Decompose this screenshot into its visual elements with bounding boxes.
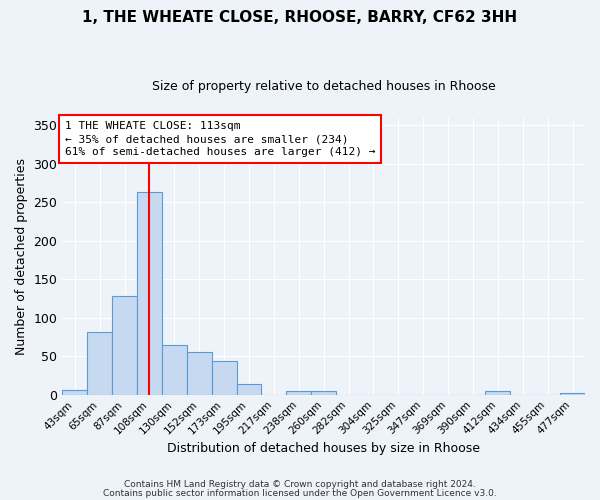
Title: Size of property relative to detached houses in Rhoose: Size of property relative to detached ho…: [152, 80, 496, 93]
Bar: [137, 192, 162, 394]
Bar: [485, 391, 511, 394]
Bar: [187, 352, 212, 395]
Bar: [311, 391, 336, 394]
Bar: [286, 391, 311, 394]
Bar: [236, 384, 262, 394]
Bar: [212, 361, 236, 394]
Text: 1 THE WHEATE CLOSE: 113sqm
← 35% of detached houses are smaller (234)
61% of sem: 1 THE WHEATE CLOSE: 113sqm ← 35% of deta…: [65, 121, 375, 158]
Bar: [62, 390, 87, 394]
Bar: [162, 344, 187, 395]
Y-axis label: Number of detached properties: Number of detached properties: [15, 158, 28, 355]
Bar: [560, 393, 585, 394]
Bar: [112, 296, 137, 394]
Bar: [87, 332, 112, 394]
X-axis label: Distribution of detached houses by size in Rhoose: Distribution of detached houses by size …: [167, 442, 480, 455]
Text: 1, THE WHEATE CLOSE, RHOOSE, BARRY, CF62 3HH: 1, THE WHEATE CLOSE, RHOOSE, BARRY, CF62…: [82, 10, 518, 25]
Text: Contains HM Land Registry data © Crown copyright and database right 2024.: Contains HM Land Registry data © Crown c…: [124, 480, 476, 489]
Text: Contains public sector information licensed under the Open Government Licence v3: Contains public sector information licen…: [103, 488, 497, 498]
